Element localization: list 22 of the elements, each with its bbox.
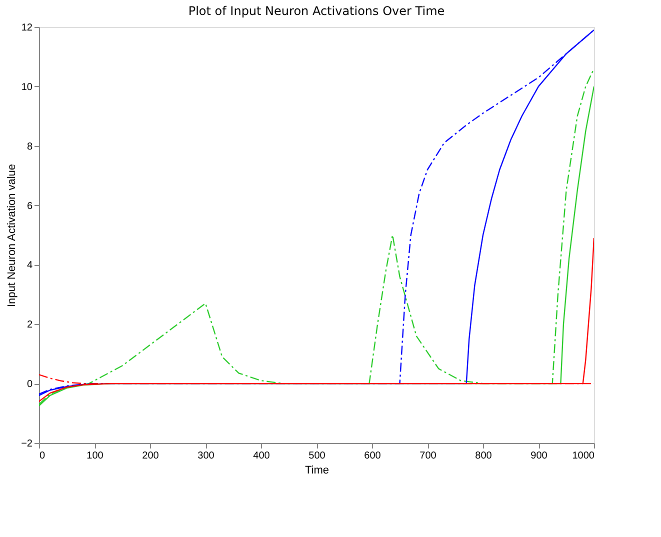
x-tick-label: 900: [530, 450, 548, 462]
x-tick-label: 700: [420, 450, 437, 462]
x-tick-label: 800: [475, 450, 492, 462]
y-tick-label: 6: [26, 200, 33, 212]
y-tick-label: −2: [21, 438, 33, 450]
y-tick-label: 4: [26, 260, 33, 272]
y-tick-label: 8: [26, 141, 33, 152]
x-tick-label: 500: [308, 450, 326, 462]
x-tick-label: 600: [364, 450, 382, 462]
x-tick-label: 100: [86, 450, 104, 462]
y-tick-label: 0: [26, 379, 33, 390]
x-tick-label: 200: [142, 450, 160, 462]
x-axis-title: Time: [304, 464, 330, 476]
x-tick-label: 1000: [572, 450, 595, 462]
x-tick-label: 0: [40, 450, 46, 462]
y-axis-title: Input Neuron Activation value: [6, 164, 18, 308]
x-tick-label: 400: [253, 450, 270, 462]
y-tick-label: 2: [26, 320, 33, 331]
y-tick-label: 10: [21, 82, 33, 93]
x-tick-label: 300: [198, 450, 215, 462]
chart-title: Plot of Input Neuron Activations Over Time: [188, 4, 445, 18]
y-tick-label: 12: [21, 22, 33, 34]
